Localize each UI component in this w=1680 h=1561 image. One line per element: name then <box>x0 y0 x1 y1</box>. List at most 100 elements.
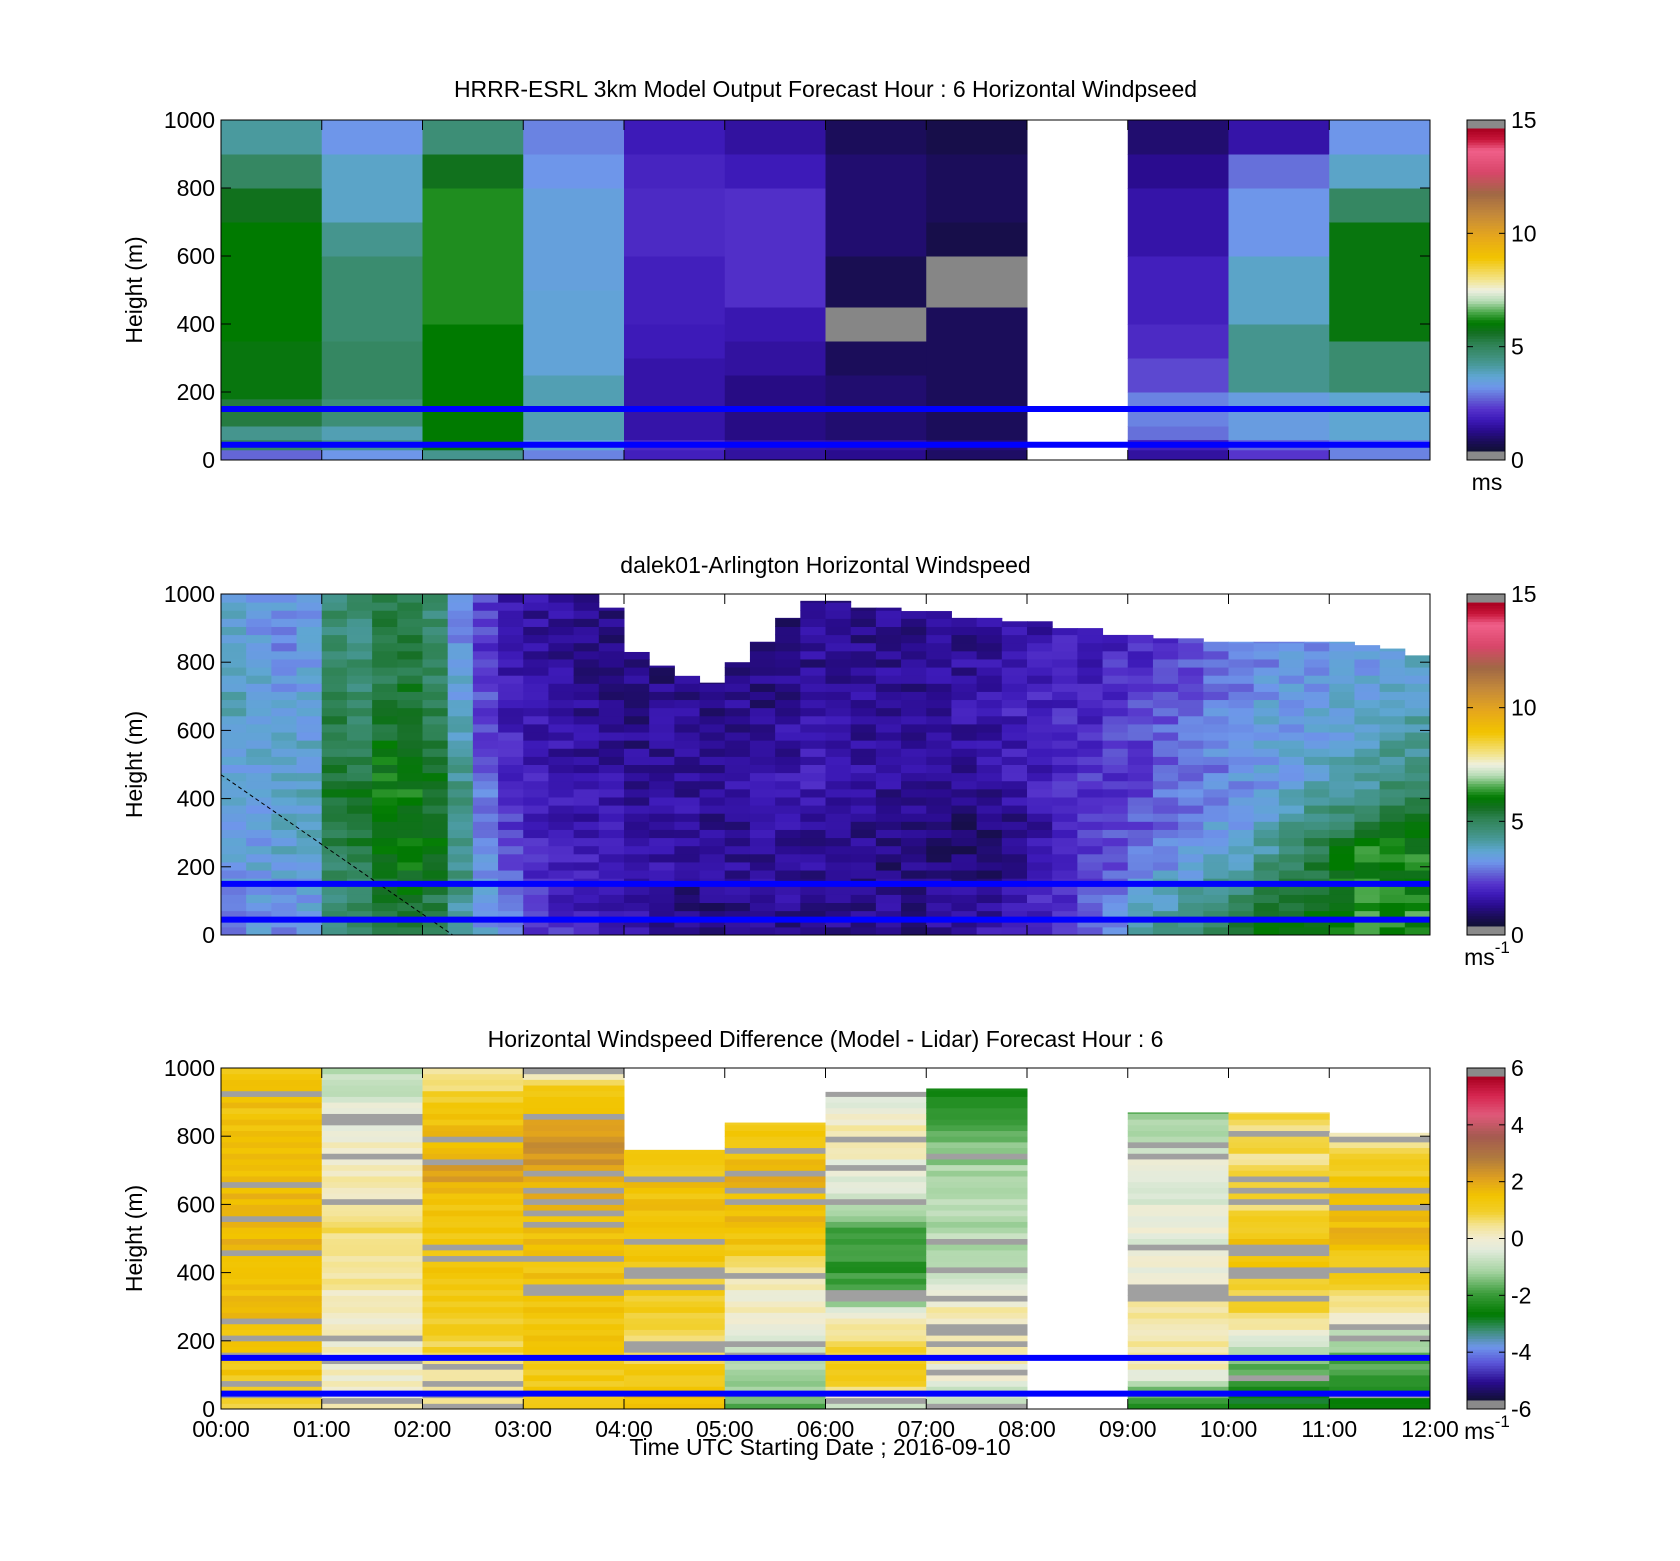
heatmap-cell <box>321 1215 423 1222</box>
colorbar-segment <box>1467 921 1505 925</box>
heatmap-cell <box>825 120 927 155</box>
heatmap-cell <box>296 796 323 806</box>
heatmap-cell <box>1329 1340 1431 1347</box>
heatmap-cell <box>321 1096 423 1103</box>
heatmap-cell <box>523 715 549 725</box>
heatmap-cell <box>523 886 549 895</box>
heatmap-cell <box>523 683 549 692</box>
heatmap-cell <box>624 796 650 806</box>
colorbar-segment <box>1467 1125 1505 1129</box>
heatmap-cell <box>699 764 726 774</box>
heatmap-cell <box>321 1397 423 1404</box>
colorbar-segment <box>1467 896 1505 901</box>
heatmap-cell <box>372 658 398 668</box>
heatmap-cell <box>1152 837 1179 847</box>
colorbar-segment <box>1467 168 1505 173</box>
heatmap-cell <box>246 691 272 701</box>
heatmap-cell <box>1278 805 1305 814</box>
heatmap-cell <box>346 796 373 806</box>
heatmap-cell <box>875 683 902 692</box>
heatmap-cell <box>548 764 575 774</box>
heatmap-cell <box>1127 748 1154 757</box>
heatmap-cell <box>1354 805 1381 814</box>
heatmap-cell <box>221 1090 323 1097</box>
heatmap-cell <box>1278 845 1305 855</box>
heatmap-cell <box>976 667 1003 676</box>
heatmap-cell <box>523 788 549 798</box>
heatmap-cell <box>674 732 701 741</box>
heatmap-cell <box>825 756 852 765</box>
heatmap-cell <box>221 691 247 701</box>
heatmap-cell <box>573 926 600 936</box>
colorbar-segment <box>1467 287 1505 291</box>
heatmap-cell <box>498 886 524 895</box>
heatmap-cell <box>1178 886 1204 895</box>
heatmap-cell <box>397 837 423 847</box>
heatmap-cell <box>951 707 978 717</box>
heatmap-cell <box>825 1266 927 1274</box>
heatmap-cell <box>1354 732 1381 741</box>
heatmap-cell <box>221 1266 323 1274</box>
colorbar-segment <box>1467 1260 1505 1264</box>
heatmap-cell <box>1127 821 1154 830</box>
heatmap-cell <box>825 1147 927 1154</box>
colorbar-segment <box>1467 335 1505 340</box>
colorbar-tick-label: 4 <box>1511 1112 1524 1138</box>
heatmap-cell <box>775 853 801 863</box>
heatmap-cell <box>1228 1153 1330 1160</box>
heatmap-cell <box>926 1374 1028 1382</box>
heatmap-cell <box>825 1301 927 1308</box>
heatmap-cell <box>1354 699 1381 709</box>
colorbar-segment <box>1467 131 1505 135</box>
heatmap-cell <box>422 610 449 619</box>
heatmap-cell <box>321 1227 423 1234</box>
y-tick-label: 1000 <box>164 581 215 607</box>
heatmap-cell <box>951 837 978 847</box>
heatmap-cell <box>221 1153 323 1160</box>
heatmap-cell <box>825 1261 927 1268</box>
heatmap-cell <box>850 667 877 676</box>
heatmap-cell <box>800 658 826 668</box>
heatmap-cell <box>1178 780 1204 790</box>
heatmap-cell <box>724 1278 826 1285</box>
heatmap-cell <box>548 642 575 652</box>
heatmap-cell <box>498 732 524 741</box>
heatmap-cell <box>1127 829 1154 839</box>
colorbar-segment <box>1467 667 1505 671</box>
heatmap-cell <box>447 650 474 660</box>
heatmap-cell <box>472 918 499 928</box>
heatmap-cell <box>1052 691 1078 701</box>
heatmap-cell <box>447 829 474 839</box>
heatmap-cell <box>1329 188 1431 223</box>
heatmap-cell <box>1354 837 1381 847</box>
heatmap-cell <box>724 1374 826 1382</box>
colorbar-segment <box>1467 1168 1505 1172</box>
heatmap-cell <box>1329 1158 1431 1166</box>
colorbar-segment <box>1467 220 1505 224</box>
heatmap-cell <box>1253 902 1280 912</box>
heatmap-cell <box>724 1340 826 1347</box>
colorbar-segment <box>1467 899 1505 903</box>
heatmap-cell <box>1127 926 1154 936</box>
heatmap-cell <box>749 829 776 839</box>
heatmap-cell <box>271 918 298 928</box>
heatmap-cell <box>1228 886 1255 895</box>
heatmap-cell <box>649 910 675 920</box>
heatmap-cell <box>926 1181 1028 1188</box>
heatmap-cell <box>1027 699 1053 709</box>
heatmap-cell <box>246 707 272 717</box>
colorbar-segment <box>1467 279 1505 283</box>
colorbar-segment <box>1467 222 1505 226</box>
heatmap-cell <box>598 845 625 855</box>
heatmap-cell <box>1127 1301 1229 1308</box>
heatmap-cell <box>1052 788 1078 798</box>
colorbar-segment <box>1467 850 1505 855</box>
heatmap-cell <box>825 658 852 668</box>
heatmap-cell <box>800 667 826 676</box>
heatmap-cell <box>221 626 247 636</box>
colorbar-segment <box>1467 831 1505 836</box>
heatmap-cell <box>800 650 826 660</box>
heatmap-cell <box>775 805 801 814</box>
colorbar-segment <box>1467 1324 1505 1329</box>
heatmap-cell <box>1329 1295 1431 1302</box>
